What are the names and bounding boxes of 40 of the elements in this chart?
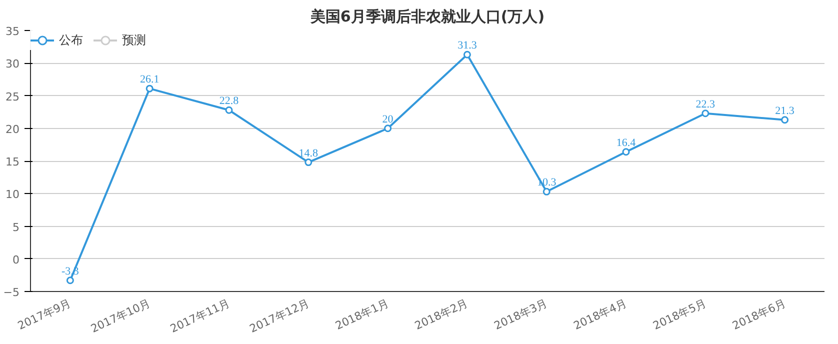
- y-tick-label: 20: [6, 122, 20, 136]
- point: [304, 158, 312, 166]
- x-tick-label: 2017年11月: [168, 296, 232, 336]
- point: [225, 106, 233, 114]
- y-tick-label: 25: [6, 90, 20, 104]
- x-tick-label: 2017年12月: [248, 296, 312, 336]
- y-tick-label: 0: [12, 253, 20, 266]
- legend-label: 公布: [59, 32, 83, 48]
- x-tick-label: 2018年6月: [730, 296, 788, 332]
- point: [66, 276, 74, 284]
- point: [384, 124, 392, 132]
- y-tick-label: 10: [6, 188, 20, 202]
- data-label: 20: [382, 113, 394, 126]
- point: [702, 110, 710, 118]
- chart-title: 美国6月季调后非农就业人口(万人): [309, 8, 545, 26]
- x-tick-label: 2018年4月: [572, 296, 629, 332]
- x-tick-label: 2017年9月: [16, 296, 73, 332]
- data-label: 14.8: [298, 147, 319, 160]
- data-label: 21.3: [775, 104, 795, 117]
- x-tick-label: 2018年3月: [492, 296, 550, 332]
- y-tick-label: 35: [6, 25, 20, 38]
- x-tick-label: 2018年5月: [651, 296, 708, 332]
- x-tick-label: 2018年1月: [333, 296, 391, 332]
- point: [542, 188, 550, 196]
- x-tick-label: 2017年10月: [88, 296, 152, 336]
- point: [463, 50, 471, 58]
- y-tick-label: −5: [3, 286, 20, 299]
- data-label: 31.3: [458, 40, 478, 52]
- data-label: 22.8: [219, 95, 240, 108]
- legend-label: 预测: [122, 32, 146, 48]
- y-tick-label: 30: [6, 58, 20, 71]
- x-tick-label: 2018年2月: [412, 296, 470, 332]
- data-label: 22.3: [696, 98, 716, 110]
- data-label: 26.1: [140, 74, 160, 86]
- point: [146, 84, 154, 92]
- y-tick-label: 15: [6, 156, 20, 168]
- data-label: 16.4: [616, 136, 636, 149]
- y-tick-label: 5: [12, 220, 20, 234]
- point: [781, 116, 789, 124]
- point: [622, 148, 630, 156]
